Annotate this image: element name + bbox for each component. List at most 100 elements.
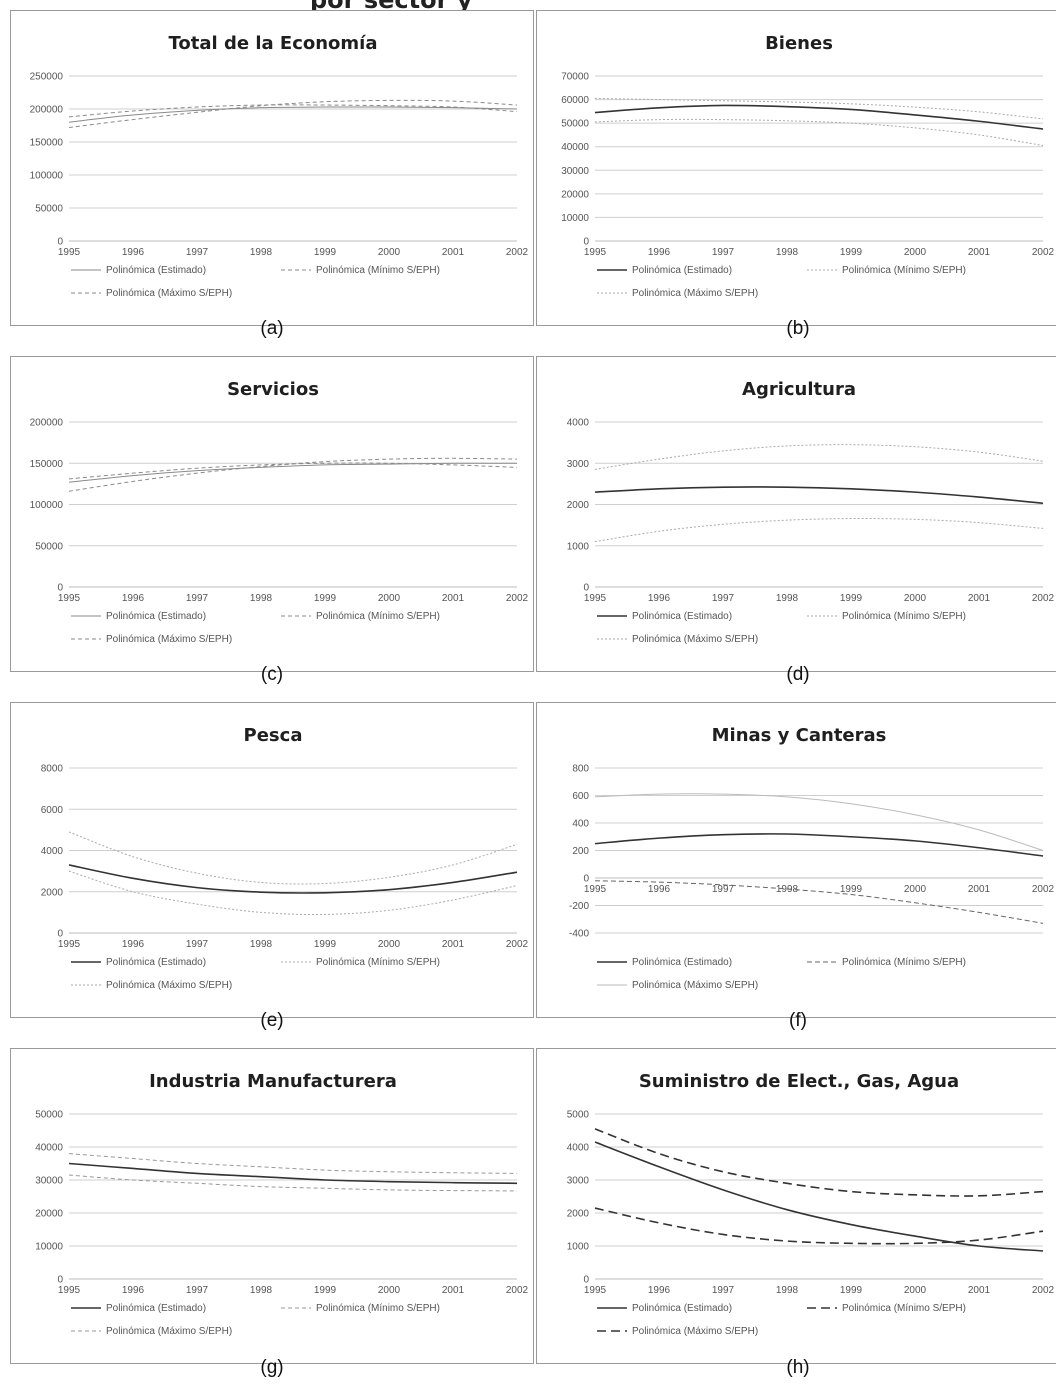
y-tick-label: 70000 — [561, 72, 589, 83]
y-tick-label: 4000 — [567, 418, 590, 429]
legend-label: Polinómica (Mínimo S/EPH) — [842, 265, 966, 276]
panel-caption: (c) — [260, 664, 284, 685]
x-tick-label: 1999 — [840, 593, 863, 604]
legend-label: Polinómica (Estimado) — [106, 265, 206, 276]
y-tick-label: 0 — [57, 1275, 63, 1286]
x-tick-label: 2000 — [378, 939, 401, 950]
series-line — [68, 99, 518, 128]
panel-caption: (e) — [260, 1010, 284, 1031]
x-tick-label: 2000 — [904, 593, 927, 604]
y-tick-label: 5000 — [567, 1110, 590, 1121]
x-tick-label: 2002 — [506, 593, 529, 604]
series-line — [594, 517, 1044, 543]
y-tick-label: 1000 — [567, 541, 590, 552]
x-tick-label: 1995 — [58, 939, 81, 950]
legend-label: Polinómica (Máximo S/EPH) — [106, 288, 232, 299]
y-tick-label: 3000 — [567, 459, 590, 470]
series-line — [594, 1128, 1044, 1197]
legend-label: Polinómica (Máximo S/EPH) — [106, 1326, 232, 1337]
series-line — [594, 833, 1044, 857]
x-tick-label: 1998 — [776, 593, 799, 604]
x-tick-label: 2002 — [506, 939, 529, 950]
legend-label: Polinómica (Mínimo S/EPH) — [316, 611, 440, 622]
y-tick-label: 0 — [583, 237, 589, 248]
x-tick-label: 2001 — [968, 247, 991, 258]
x-tick-label: 2000 — [904, 884, 927, 895]
chart-svg: Total de la Economía 0 50000 100000 150000 20… — [30, 33, 529, 299]
y-tick-label: 2000 — [567, 500, 590, 511]
x-tick-label: 1995 — [584, 247, 607, 258]
legend-label: Polinómica (Mínimo S/EPH) — [842, 611, 966, 622]
chart-title: Industria Manufacturera — [149, 1071, 397, 1092]
x-tick-label: 1999 — [314, 593, 337, 604]
series-line — [68, 831, 518, 885]
chart-panel: Bienes 0 10000 20000 30000 40000 50000 60000 700… — [536, 10, 1056, 326]
y-tick-label: 250000 — [30, 72, 64, 83]
legend-label: Polinómica (Máximo S/EPH) — [106, 980, 232, 991]
x-tick-label: 1996 — [122, 939, 145, 950]
legend-label: Polinómica (Máximo S/EPH) — [632, 980, 758, 991]
y-tick-label: 30000 — [561, 166, 589, 177]
panel-caption: (a) — [260, 318, 284, 339]
legend-label: Polinómica (Estimado) — [632, 957, 732, 968]
x-tick-label: 1997 — [186, 593, 209, 604]
y-tick-label: 10000 — [35, 1242, 63, 1253]
legend-label: Polinómica (Estimado) — [106, 611, 206, 622]
chart-title: Pesca — [244, 725, 303, 746]
legend-label: Polinómica (Mínimo S/EPH) — [842, 957, 966, 968]
panel-caption: (b) — [786, 318, 810, 339]
chart-svg: Minas y Canteras -400 -200 0 200 400 600 800 199… — [569, 725, 1055, 991]
legend-label: Polinómica (Estimado) — [632, 611, 732, 622]
y-tick-label: 150000 — [30, 138, 64, 149]
legend-label: Polinómica (Estimado) — [106, 957, 206, 968]
x-tick-label: 1998 — [250, 1285, 273, 1296]
x-tick-label: 1997 — [712, 884, 735, 895]
x-tick-label: 2002 — [1032, 884, 1055, 895]
x-tick-label: 2001 — [442, 247, 465, 258]
legend-label: Polinómica (Mínimo S/EPH) — [842, 1303, 966, 1314]
chart-panel: Servicios 0 50000 100000 150000 200000 1995 199… — [10, 356, 534, 672]
chart-title: Total de la Economía — [169, 33, 378, 54]
x-tick-label: 2002 — [506, 247, 529, 258]
x-tick-label: 1996 — [648, 593, 671, 604]
y-tick-label: -200 — [569, 901, 589, 912]
x-tick-label: 1999 — [840, 247, 863, 258]
x-tick-label: 1999 — [840, 884, 863, 895]
chart-title: Agricultura — [742, 379, 856, 400]
y-tick-label: 0 — [583, 874, 589, 885]
series-line — [594, 97, 1044, 120]
x-tick-label: 1995 — [58, 247, 81, 258]
chart-svg: Agricultura 0 1000 2000 3000 4000 1995 1996 1997… — [567, 379, 1055, 645]
y-tick-label: 20000 — [561, 189, 589, 200]
x-tick-label: 1997 — [712, 1285, 735, 1296]
chart-svg: Servicios 0 50000 100000 150000 200000 1995 199… — [30, 379, 529, 645]
series-line — [594, 118, 1044, 147]
legend-label: Polinómica (Máximo S/EPH) — [632, 1326, 758, 1337]
x-tick-label: 2001 — [968, 884, 991, 895]
y-tick-label: 100000 — [30, 500, 64, 511]
chart-svg: Industria Manufacturera 0 10000 20000 30000 4… — [35, 1071, 528, 1337]
chart-title: Suministro de Elect., Gas, Agua — [639, 1071, 959, 1092]
y-tick-label: 3000 — [567, 1176, 590, 1187]
x-tick-label: 1995 — [584, 593, 607, 604]
series-line — [594, 444, 1044, 470]
x-tick-label: 1996 — [648, 1285, 671, 1296]
panel-caption: (d) — [786, 664, 810, 685]
y-tick-label: 0 — [57, 583, 63, 594]
series-line — [68, 864, 518, 894]
legend-label: Polinómica (Mínimo S/EPH) — [316, 265, 440, 276]
y-tick-label: 100000 — [30, 171, 64, 182]
y-tick-label: 0 — [583, 1275, 589, 1286]
series-line — [594, 104, 1044, 130]
y-tick-label: 2000 — [41, 887, 64, 898]
chart-title: Minas y Canteras — [712, 725, 887, 746]
x-tick-label: 2002 — [1032, 593, 1055, 604]
y-tick-label: 800 — [572, 764, 589, 775]
x-tick-label: 2001 — [968, 1285, 991, 1296]
x-tick-label: 2002 — [1032, 1285, 1055, 1296]
y-tick-label: 0 — [583, 583, 589, 594]
x-tick-label: 1995 — [584, 884, 607, 895]
y-tick-label: 10000 — [561, 213, 589, 224]
chart-panel: Agricultura 0 1000 2000 3000 4000 1995 1996 1997… — [536, 356, 1056, 672]
x-tick-label: 2001 — [442, 939, 465, 950]
